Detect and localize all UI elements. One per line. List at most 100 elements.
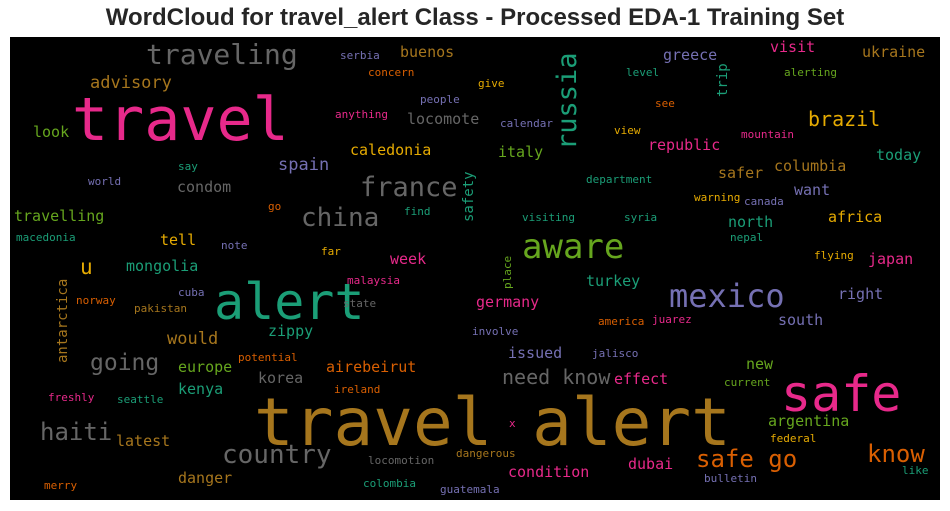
word-going: going — [90, 350, 160, 376]
word-current: current — [724, 376, 771, 389]
word-antarctica: antarctica — [55, 278, 71, 363]
word-today: today — [876, 146, 922, 164]
word-serbia: serbia — [340, 49, 380, 62]
word-condom: condom — [177, 178, 232, 196]
word-macedonia: macedonia — [16, 231, 76, 244]
word-kenya: kenya — [178, 380, 224, 398]
word-freshly: freshly — [48, 391, 95, 404]
word-merry: merry — [44, 479, 78, 492]
word-mexico: mexico — [669, 277, 785, 315]
word-issued: issued — [508, 344, 563, 362]
word-federal: federal — [770, 432, 817, 445]
word-argentina: argentina — [768, 412, 850, 430]
word-bulletin: bulletin — [704, 472, 757, 485]
word-safety: safety — [461, 171, 477, 222]
word-jalisco: jalisco — [592, 347, 639, 360]
word-north: north — [728, 213, 774, 231]
word-ireland: ireland — [334, 383, 381, 396]
word-locomotion: locomotion — [368, 454, 435, 467]
word-spain: spain — [278, 155, 330, 175]
word-travelling: travelling — [14, 207, 105, 225]
word-place: place — [501, 255, 514, 289]
word-right: right — [838, 285, 884, 303]
word-france: france — [360, 172, 458, 203]
word-visit: visit — [770, 38, 816, 56]
word-concern: concern — [368, 66, 415, 79]
word-safer: safer — [718, 164, 764, 182]
word-alert: alert — [214, 273, 365, 331]
word-note: note — [221, 239, 248, 252]
word-europe: europe — [178, 358, 233, 376]
word-traveling: traveling — [146, 38, 298, 71]
word-new: new — [746, 355, 774, 373]
word-visiting: visiting — [522, 211, 575, 224]
word-mongolia: mongolia — [126, 257, 199, 275]
chart-title: WordCloud for travel_alert Class - Proce… — [105, 4, 845, 31]
word-dubai: dubai — [628, 455, 674, 473]
word-greece: greece — [663, 46, 718, 64]
word-calendar: calendar — [500, 117, 553, 130]
word-syria: syria — [624, 211, 658, 224]
word-state: state — [343, 297, 377, 310]
word-condition: condition — [508, 463, 590, 481]
word-japan: japan — [868, 250, 914, 268]
word-cuba: cuba — [178, 286, 205, 299]
word-ukraine: ukraine — [862, 43, 926, 61]
word-involve: involve — [472, 325, 519, 338]
word-dangerous: dangerous — [456, 447, 516, 460]
word-find: find — [404, 205, 431, 218]
word-u: u — [80, 255, 93, 279]
word-trip: trip — [715, 63, 731, 97]
word-want: want — [794, 181, 831, 199]
word-colombia: colombia — [363, 477, 416, 490]
word-see: see — [655, 97, 675, 110]
word-would: would — [167, 329, 219, 349]
word-x: x — [509, 417, 516, 430]
word-aware: aware — [522, 227, 625, 267]
word-department: department — [586, 173, 653, 186]
word-america: america — [598, 315, 645, 328]
word-view: view — [614, 124, 641, 137]
word-italy: italy — [498, 143, 544, 161]
word-potential: potential — [238, 351, 298, 364]
word-china: china — [301, 203, 380, 233]
word-tell: tell — [160, 231, 197, 249]
word-far: far — [321, 245, 341, 258]
word-guatemala: guatemala — [440, 483, 500, 496]
word-brazil: brazil — [808, 107, 881, 131]
word-pakistan: pakistan — [134, 302, 187, 315]
word-nepal: nepal — [730, 231, 764, 244]
word-country: country — [222, 440, 332, 470]
word-say: say — [178, 160, 198, 173]
word-level: level — [626, 66, 660, 79]
word-give: give — [478, 77, 505, 90]
word-go: go — [268, 200, 282, 213]
word-safe-go: safe go — [696, 445, 798, 473]
word-need-know: need know — [502, 365, 611, 389]
word-like: like — [902, 464, 929, 477]
word-advisory: advisory — [90, 73, 172, 93]
word-travel: travel — [72, 85, 289, 155]
word-flying: flying — [814, 249, 854, 262]
word-anything: anything — [335, 108, 388, 121]
word-columbia: columbia — [774, 157, 847, 175]
word-korea: korea — [258, 369, 304, 387]
word-alerting: alerting — [784, 66, 837, 79]
word-buenos: buenos — [400, 43, 455, 61]
word-haiti: haiti — [40, 418, 113, 446]
word-germany: germany — [476, 293, 540, 311]
word-seattle: seattle — [117, 393, 164, 406]
word-caledonia: caledonia — [350, 141, 432, 159]
word-zippy: zippy — [268, 322, 314, 340]
word-know: know — [867, 440, 925, 468]
word-safe: safe — [781, 365, 902, 423]
word-malaysia: malaysia — [347, 274, 400, 287]
word-danger: danger — [178, 469, 233, 487]
wordcloud-canvas: travel alert travel alert safe aware mex… — [10, 37, 940, 500]
word-republic: republic — [648, 136, 721, 154]
word-canada: canada — [744, 195, 784, 208]
word-africa: africa — [828, 208, 883, 226]
word-look: look — [33, 123, 70, 141]
word-south: south — [778, 311, 824, 329]
word-people: people — [420, 93, 460, 106]
